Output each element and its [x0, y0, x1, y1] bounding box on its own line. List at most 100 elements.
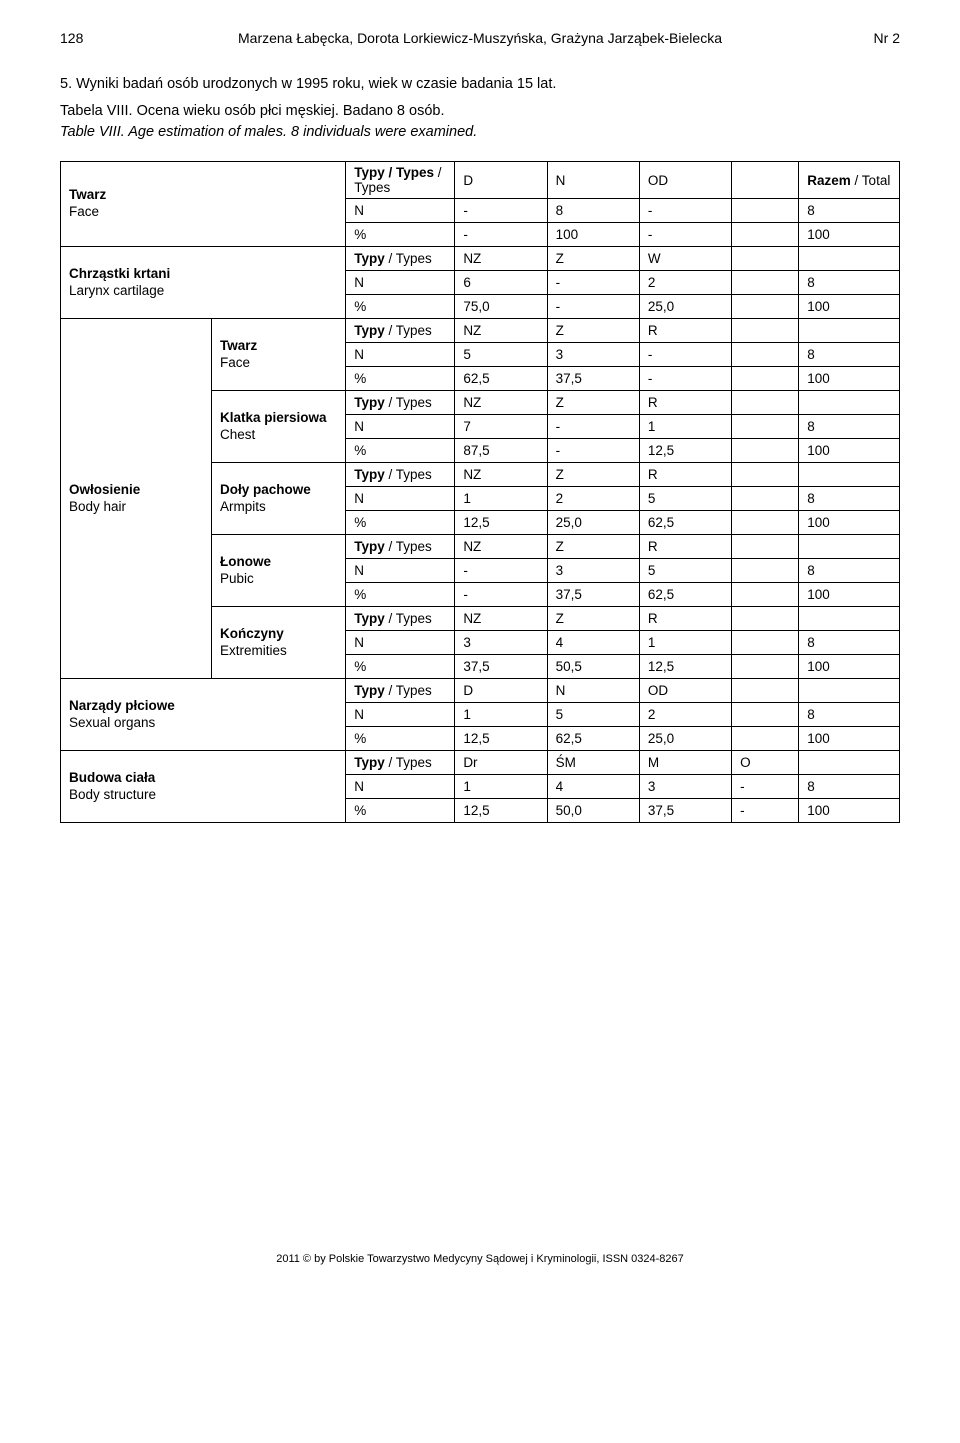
cell	[799, 535, 900, 559]
stub-label-en: Extremities	[220, 643, 337, 660]
cell: 7	[455, 415, 547, 439]
cell: %	[346, 583, 455, 607]
cell: 100	[799, 799, 900, 823]
stub-label: Doły pachowe	[220, 482, 337, 499]
cell: N	[346, 199, 455, 223]
cell: N	[346, 343, 455, 367]
stub-narzady: Narządy płciowe Sexual organs	[61, 679, 346, 751]
cell: NZ	[455, 391, 547, 415]
cell	[732, 367, 799, 391]
cell: 37,5	[455, 655, 547, 679]
cell: 4	[547, 631, 639, 655]
cell: 8	[799, 343, 900, 367]
cell: 2	[639, 271, 731, 295]
caption: 5. Wyniki badań osób urodzonych w 1995 r…	[60, 74, 900, 95]
caption-line-1: 5. Wyniki badań osób urodzonych w 1995 r…	[60, 74, 900, 95]
cell: 12,5	[639, 439, 731, 463]
cell	[732, 295, 799, 319]
table-row: Twarz Face Typy / Types / Types D N OD R…	[61, 162, 900, 199]
cell: Z	[547, 247, 639, 271]
stub-label: Narządy płciowe	[69, 698, 337, 715]
cell: 4	[547, 775, 639, 799]
cell	[799, 319, 900, 343]
cell: 3	[547, 559, 639, 583]
cell: 37,5	[547, 583, 639, 607]
cell: 2	[639, 703, 731, 727]
cell	[732, 535, 799, 559]
cell: NZ	[455, 535, 547, 559]
cell: %	[346, 511, 455, 535]
cell: 12,5	[455, 511, 547, 535]
cell: R	[639, 391, 731, 415]
cell: %	[346, 439, 455, 463]
cell	[732, 271, 799, 295]
cell: %	[346, 727, 455, 751]
cell: 8	[799, 415, 900, 439]
authors: Marzena Łabęcka, Dorota Lorkiewicz-Muszy…	[120, 30, 840, 46]
cell	[799, 751, 900, 775]
stub-label-en: Face	[220, 355, 337, 372]
cell: 8	[799, 271, 900, 295]
cell: N	[346, 271, 455, 295]
cell	[732, 607, 799, 631]
cell: Typy / Types	[346, 751, 455, 775]
cell: %	[346, 655, 455, 679]
caption-line-3: Table VIII. Age estimation of males. 8 i…	[60, 122, 900, 143]
cell: -	[455, 559, 547, 583]
cell: 100	[547, 223, 639, 247]
stub-label: Chrząstki krtani	[69, 266, 337, 283]
stub-label: Klatka piersiowa	[220, 410, 337, 427]
cell: 100	[799, 223, 900, 247]
cell: 8	[799, 487, 900, 511]
cell: ŚM	[547, 751, 639, 775]
cell: 2	[547, 487, 639, 511]
cell: R	[639, 535, 731, 559]
cell	[799, 679, 900, 703]
stub-label-en: Larynx cartilage	[69, 283, 337, 300]
cell	[732, 439, 799, 463]
cell: Z	[547, 607, 639, 631]
cell	[732, 223, 799, 247]
cell: Typy / Types	[346, 607, 455, 631]
cell: Typy / Types	[346, 391, 455, 415]
cell: N	[346, 415, 455, 439]
stub-budowa: Budowa ciała Body structure	[61, 751, 346, 823]
stub-label-en: Sexual organs	[69, 715, 337, 732]
cell: NZ	[455, 319, 547, 343]
cell: -	[732, 799, 799, 823]
cell: 100	[799, 295, 900, 319]
stub-label-en: Body structure	[69, 787, 337, 804]
cell: O	[732, 751, 799, 775]
cell: Z	[547, 463, 639, 487]
cell: R	[639, 463, 731, 487]
stub-sub-konczyny: Kończyny Extremities	[212, 607, 346, 679]
cell: 1	[455, 487, 547, 511]
cell: W	[639, 247, 731, 271]
cell: 50,0	[547, 799, 639, 823]
cell: -	[455, 223, 547, 247]
data-table: Twarz Face Typy / Types / Types D N OD R…	[60, 161, 900, 823]
cell: Dr	[455, 751, 547, 775]
cell	[732, 631, 799, 655]
cell: N	[346, 775, 455, 799]
table-row: Owłosienie Body hair Twarz Face Typy / T…	[61, 319, 900, 343]
cell: Z	[547, 391, 639, 415]
cell: 100	[799, 655, 900, 679]
stub-sub-lonowe: Łonowe Pubic	[212, 535, 346, 607]
cell: 8	[799, 703, 900, 727]
cell	[799, 391, 900, 415]
cell: %	[346, 295, 455, 319]
cell	[732, 703, 799, 727]
issue-number: Nr 2	[840, 30, 900, 46]
cell: N	[547, 679, 639, 703]
cell: 8	[547, 199, 639, 223]
cell: N	[346, 631, 455, 655]
stub-label-en: Chest	[220, 427, 337, 444]
cell: 37,5	[547, 367, 639, 391]
cell	[732, 391, 799, 415]
cell: 50,5	[547, 655, 639, 679]
cell	[732, 319, 799, 343]
footer-copyright: 2011 © by Polskie Towarzystwo Medycyny S…	[60, 1253, 900, 1265]
table-row: Narządy płciowe Sexual organs Typy / Typ…	[61, 679, 900, 703]
cell: -	[455, 199, 547, 223]
